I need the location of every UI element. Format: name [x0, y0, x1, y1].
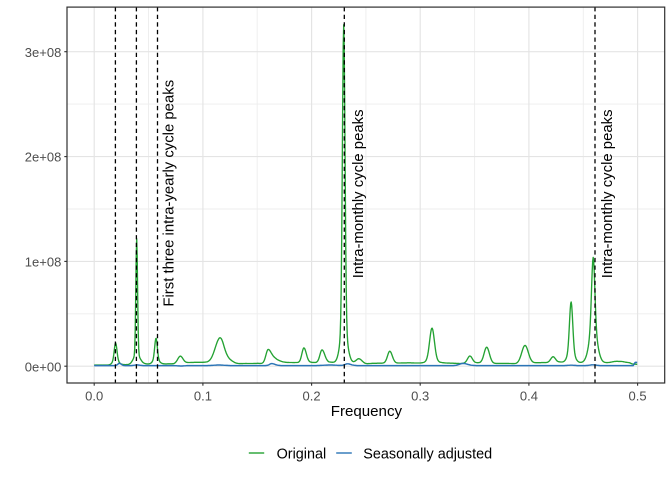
svg-text:1e+08: 1e+08	[25, 255, 62, 270]
svg-text:Intra-monthly cycle peaks: Intra-monthly cycle peaks	[600, 109, 616, 278]
svg-text:0.5: 0.5	[629, 389, 647, 404]
svg-text:Seasonally adjusted: Seasonally adjusted	[363, 447, 492, 463]
svg-text:0e+00: 0e+00	[25, 359, 62, 374]
svg-text:Frequency: Frequency	[331, 403, 403, 420]
svg-text:0.3: 0.3	[411, 389, 429, 404]
svg-text:First three intra-yearly cycle: First three intra-yearly cycle peaks	[162, 80, 178, 307]
svg-text:0.0: 0.0	[85, 389, 103, 404]
svg-text:3e+08: 3e+08	[25, 45, 62, 60]
svg-text:0.4: 0.4	[520, 389, 538, 404]
svg-text:Intra-monthly cycle peaks: Intra-monthly cycle peaks	[351, 109, 367, 278]
svg-text:0.2: 0.2	[303, 389, 321, 404]
svg-text:2e+08: 2e+08	[25, 150, 62, 165]
svg-text:0.1: 0.1	[194, 389, 212, 404]
svg-text:Original: Original	[277, 447, 327, 463]
